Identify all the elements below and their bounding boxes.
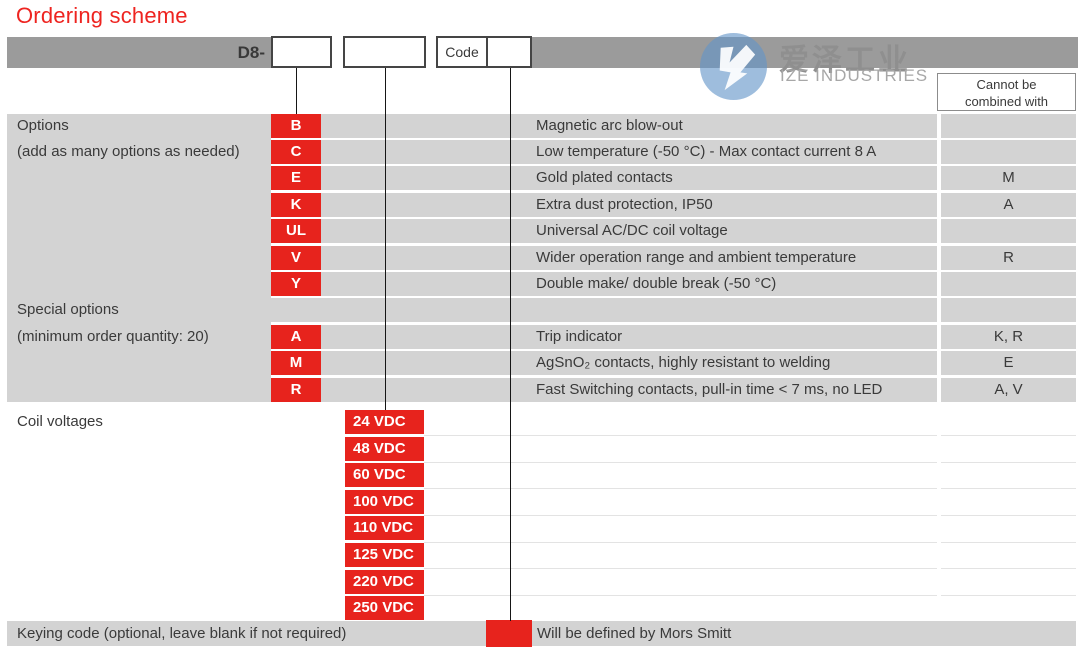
option-code-blank-box — [271, 36, 332, 68]
option-description: Low temperature (-50 °C) - Max contact c… — [536, 142, 877, 160]
connector-line-keying — [510, 68, 511, 621]
option-description: Double make/ double break (-50 °C) — [536, 274, 777, 292]
option-row-cannot-cell — [941, 166, 1076, 191]
option-row-desc-cell — [321, 324, 937, 349]
coil-voltage-box: 100 VDC — [345, 489, 424, 514]
logo-english-text: IZE INDUSTRIES — [780, 66, 929, 85]
coil-voltage-box: 125 VDC — [345, 543, 424, 567]
header-gap — [426, 35, 436, 69]
option-row-cannot-cell — [941, 139, 1076, 164]
option-description: Fast Switching contacts, pull-in time < … — [536, 380, 883, 398]
option-description: AgSnO₂ contacts, highly resistant to wel… — [536, 354, 831, 372]
row-separator-line — [424, 568, 937, 570]
cannot-combine-header: Cannot be combined with — [937, 73, 1076, 111]
coil-voltage-box: 24 VDC — [345, 410, 424, 434]
option-section-label: Options — [17, 116, 69, 134]
option-code-box: V — [271, 245, 321, 270]
option-row-cannot-cell — [941, 351, 1076, 376]
option-row-desc-cell — [321, 192, 937, 217]
option-row-desc-cell — [321, 351, 937, 376]
option-row-cannot-cell — [941, 324, 1076, 349]
keying-code-row — [7, 621, 1076, 646]
option-row-desc-cell — [321, 139, 937, 164]
option-code-box: Y — [271, 271, 321, 296]
ize-logo-icon — [700, 33, 767, 100]
row-separator-line — [941, 541, 1076, 543]
option-row-cannot-cell — [941, 377, 1076, 402]
option-code-box: UL — [271, 219, 321, 244]
option-description: Trip indicator — [536, 327, 623, 345]
option-description: Wider operation range and ambient temper… — [536, 248, 857, 266]
row-separator-line — [941, 461, 1076, 463]
cannot-combine-value: E — [1003, 354, 1014, 372]
row-separator-line — [941, 568, 1076, 570]
connector-line-options — [296, 68, 297, 114]
option-section-label: (add as many options as needed) — [17, 142, 240, 160]
options-left-panel — [7, 113, 271, 402]
option-row-cannot-cell — [941, 113, 1076, 138]
option-section-label: Special options — [17, 301, 119, 319]
row-separator-line — [941, 515, 1076, 516]
option-row-desc-cell — [321, 113, 937, 138]
coil-voltage-box: 48 VDC — [345, 436, 424, 461]
keying-code-red-box — [486, 620, 532, 647]
cannot-combine-value: M — [1002, 169, 1015, 187]
logo-chinese-text: 爱泽工业 — [779, 44, 911, 77]
cannot-combine-value: R — [1003, 248, 1014, 266]
option-code-box: A — [271, 324, 321, 349]
row-separator-line — [424, 515, 937, 516]
connector-line-voltages — [385, 68, 386, 410]
option-row-cannot-cell — [941, 271, 1076, 296]
option-description: Universal AC/DC coil voltage — [536, 222, 728, 240]
header-bar — [7, 37, 1078, 68]
cannot-combine-value: K, R — [993, 327, 1024, 345]
option-row-desc-cell — [321, 271, 937, 296]
option-code-box: B — [271, 113, 321, 138]
option-row-desc-cell — [271, 298, 937, 323]
coil-voltage-box: 220 VDC — [345, 569, 424, 594]
option-description: Magnetic arc blow-out — [536, 116, 683, 134]
cannot-combine-value: A, V — [994, 380, 1023, 398]
option-row-cannot-cell — [941, 219, 1076, 244]
header-gap — [332, 35, 343, 69]
keying-code-blank-cell — [488, 38, 530, 66]
option-section-label: (minimum order quantity: 20) — [17, 327, 209, 345]
keying-code-header-box: Code — [436, 36, 532, 68]
option-description: Extra dust protection, IP50 — [536, 195, 713, 213]
coil-voltage-box: 60 VDC — [345, 463, 424, 488]
row-separator-line — [424, 435, 937, 437]
option-row-cannot-cell — [941, 192, 1076, 217]
keying-code-label: Keying code (optional, leave blank if no… — [17, 625, 347, 642]
row-separator-line — [941, 594, 1076, 596]
keying-code-note: Will be defined by Mors Smitt — [537, 625, 732, 642]
row-separator-line — [424, 541, 937, 543]
option-code-box: C — [271, 139, 321, 164]
option-code-box: E — [271, 166, 321, 191]
coil-voltages-label: Coil voltages — [17, 413, 103, 430]
option-description: Gold plated contacts — [536, 169, 673, 187]
row-separator-line — [941, 488, 1076, 490]
code-label: Code — [438, 38, 488, 66]
option-row-desc-cell — [321, 377, 937, 402]
cannot-combine-value: A — [1003, 195, 1014, 213]
option-code-box: K — [271, 192, 321, 217]
option-row-desc-cell — [321, 166, 937, 191]
option-code-box: M — [271, 351, 321, 376]
row-separator-line — [424, 461, 937, 463]
coil-voltage-box: 250 VDC — [345, 596, 424, 621]
option-row-desc-cell — [321, 219, 937, 244]
option-row-desc-cell — [321, 245, 937, 270]
page-title: Ordering scheme — [16, 3, 188, 28]
order-prefix-label: D8- — [237, 43, 265, 62]
row-separator-line — [424, 594, 937, 596]
option-row-cannot-cell — [941, 245, 1076, 270]
row-separator-line — [941, 435, 1076, 437]
option-code-box: R — [271, 377, 321, 402]
row-separator-line — [424, 488, 937, 490]
voltage-code-blank-box — [343, 36, 426, 68]
coil-voltage-box: 110 VDC — [345, 516, 424, 541]
logo-bolt-icon — [719, 44, 756, 91]
option-row-cannot-cell — [941, 298, 1076, 323]
